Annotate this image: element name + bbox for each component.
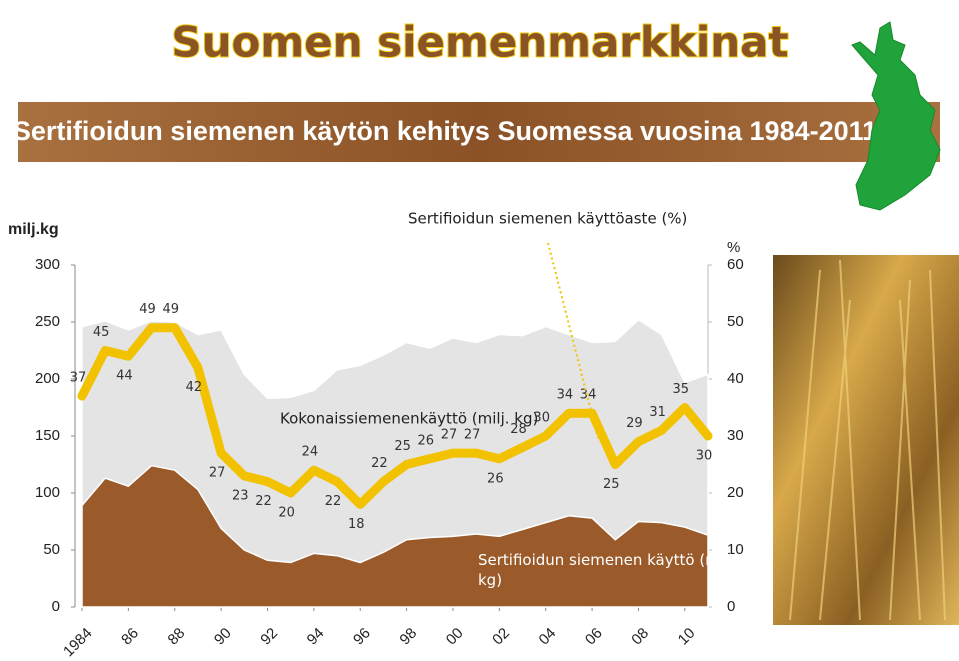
data-label: 27 [441,428,458,443]
data-label: 26 [487,471,504,486]
series-annotation: Sertifioidun siemenen käyttö (milj. kg) [478,551,737,589]
x-tick-label: 00 [443,625,467,649]
y2-tick-label: 30 [727,427,744,444]
data-label: 25 [603,477,620,492]
page-title: Suomen siemenmarkkinat [171,18,788,67]
banner [18,102,940,162]
data-label: 18 [348,517,365,532]
data-label: 34 [580,388,597,403]
x-tick-label: 98 [396,625,420,649]
x-tick-label: 96 [350,625,374,649]
data-label: 31 [649,405,666,420]
y2-tick-label: 60 [727,256,744,273]
y-tick-label: 300 [35,256,60,273]
y2-tick-label: 0 [727,598,735,615]
data-label: 22 [371,456,388,471]
data-label: 34 [557,388,574,403]
y2-tick-label: 50 [727,313,744,330]
y2-tick-label: 20 [727,484,744,501]
data-label: 44 [116,369,133,384]
data-label: 23 [232,488,249,503]
y-tick-label: 50 [43,541,60,558]
data-label: 24 [302,445,319,460]
data-label: 42 [186,380,203,395]
x-tick-label: 04 [536,625,560,649]
area [81,464,709,608]
x-tick-label: 94 [304,625,328,649]
y-tick-label: 0 [52,598,60,615]
wheat-photo [773,255,959,625]
subtitle: Sertifioidun siemenen käytön kehitys Suo… [13,116,877,146]
data-label: 26 [418,433,435,448]
x-tick-label: 92 [257,625,281,649]
data-label: 30 [533,411,550,426]
x-tick-label: 86 [118,625,142,649]
data-label: 27 [464,428,481,443]
data-label: 35 [673,382,690,397]
y2-tick-label: 40 [727,370,744,387]
data-label: 37 [70,371,87,386]
wheat-stalks [789,259,946,621]
x-tick-label: 06 [582,625,606,649]
y-axis-title: milj.kg [8,221,59,238]
data-label: 28 [510,422,527,437]
x-tick-label: 02 [489,625,513,649]
annotation-pointer [547,242,599,439]
data-label: 29 [626,416,643,431]
data-label: 49 [139,302,156,317]
y2-tick-label: 10 [727,541,744,558]
annotation-line: kg) [478,571,502,589]
series-annotation: Sertifioidun siemenen käyttöaste (%) [408,210,687,228]
x-tick-label: 08 [628,625,652,649]
y2-axis-title: % [727,239,740,256]
line [77,323,713,509]
data-label: 20 [278,506,295,521]
data-label: 22 [255,494,272,509]
y-tick-label: 200 [35,370,60,387]
x-tick-label: 10 [675,625,699,649]
data-label: 22 [325,494,342,509]
data-label: 49 [162,302,179,317]
x-tick-label: 90 [211,625,235,649]
data-label: 27 [209,466,226,481]
y-tick-label: 100 [35,484,60,501]
finland-map [851,21,941,211]
data-label: 45 [93,325,110,340]
data-label: 25 [394,439,411,454]
annotation-line: Sertifioidun siemenen käyttö (milj. [478,551,737,569]
y-tick-label: 150 [35,427,60,444]
x-tick-label: 88 [165,625,189,649]
series-annotation: Kokonaissiemenenkäyttö (milj. kg) [280,410,538,428]
x-tick-label: 1984 [60,625,96,661]
data-label: 30 [696,449,713,464]
y-tick-label: 250 [35,313,60,330]
